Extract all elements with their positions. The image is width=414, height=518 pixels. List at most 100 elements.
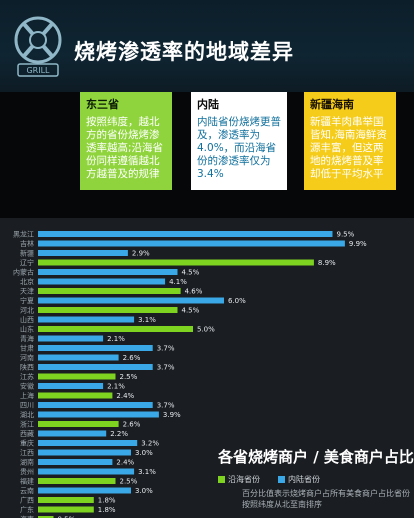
tick-label: 青海	[20, 334, 34, 343]
bar	[38, 354, 119, 361]
tick-label: 陕西	[20, 363, 34, 372]
data-label: 2.1%	[107, 335, 125, 343]
tick-label: 宁夏	[20, 296, 34, 305]
data-label: 0.5%	[58, 516, 76, 518]
bar	[38, 506, 94, 513]
data-label: 3.0%	[135, 449, 153, 457]
bar	[38, 269, 178, 275]
data-label: 2.5%	[120, 373, 138, 381]
bar	[38, 402, 153, 408]
tick-label: 山东	[20, 325, 34, 334]
bar	[38, 383, 104, 389]
legend-note: 百分比值表示烧烤商户占所有美食商户占比省份按照纬度从北至南排序	[242, 489, 410, 509]
page-title: 烧烤渗透率的地域差异	[74, 40, 294, 64]
bar	[38, 430, 107, 437]
tick-label: 江西	[20, 449, 34, 457]
tick-label: 四川	[20, 402, 34, 410]
tick-label: 湖北	[20, 410, 34, 419]
data-label: 2.6%	[123, 354, 141, 362]
bar	[38, 345, 153, 351]
data-label: 3.1%	[138, 316, 156, 324]
tick-label: 海南	[20, 515, 34, 518]
bar	[38, 364, 153, 370]
tick-label: 上海	[20, 391, 34, 400]
tick-label: 云南	[20, 486, 34, 495]
card-xinjiang-hainan: 新疆海南 新疆羊肉串举国皆知,海南海鲜资源丰富，但这两地的烧烤普及率却低于平均水…	[304, 92, 396, 190]
data-label: 3.7%	[157, 345, 175, 353]
data-label: 3.7%	[157, 402, 175, 410]
data-label: 4.1%	[169, 278, 187, 286]
tick-label: 福建	[20, 477, 34, 486]
card-inland: 内陆 内陆省份烧烤更普及，渗透率为4.0%，而沿海省份的渗透率仅为3.4%	[191, 92, 287, 190]
tick-label: 河南	[20, 353, 34, 362]
bar	[38, 240, 345, 247]
data-label: 9.5%	[337, 231, 355, 239]
card-title: 东三省	[86, 98, 119, 111]
bar	[38, 316, 135, 323]
data-label: 2.2%	[110, 430, 128, 438]
bar	[38, 231, 333, 237]
data-label: 8.9%	[318, 259, 336, 267]
card-northeast: 东三省 按照纬度，越北方的省份烧烤渗透率越高;沿海省份同样遵循越北方越普及的规律	[80, 92, 172, 190]
bar	[38, 487, 131, 494]
tick-label: 江苏	[20, 372, 34, 381]
bar	[38, 478, 116, 484]
tick-label: 西藏	[20, 429, 34, 438]
data-label: 2.4%	[116, 392, 134, 400]
tick-label: 浙江	[20, 420, 34, 429]
data-label: 4.5%	[182, 269, 200, 277]
tick-label: 黑龙江	[13, 230, 34, 239]
tick-label: 新疆	[20, 249, 34, 258]
data-label: 3.1%	[138, 468, 156, 476]
tick-label: 北京	[20, 277, 34, 286]
bar	[38, 288, 181, 294]
bar	[38, 468, 135, 475]
card-title: 新疆海南	[310, 98, 354, 111]
data-label: 4.6%	[185, 288, 203, 296]
tick-label: 广西	[20, 496, 34, 505]
data-label: 5.0%	[197, 326, 215, 334]
card-body: 新疆羊肉串举国皆知,海南海鲜资源丰富，但这两地的烧烤普及率却低于平均水平	[310, 116, 387, 180]
bar	[38, 440, 138, 446]
data-label: 6.0%	[228, 297, 246, 305]
tick-label: 内蒙古	[13, 268, 34, 277]
data-label: 3.2%	[141, 440, 159, 448]
card-body: 内陆省份烧烤更普及，渗透率为4.0%，而沿海省份的渗透率仅为3.4%	[197, 116, 281, 180]
bar	[38, 259, 314, 266]
bar	[38, 297, 224, 304]
data-label: 1.8%	[98, 497, 116, 505]
legend-inland-label: 内陆省份	[288, 475, 320, 484]
header: GRILL 烧烤渗透率的地域差异	[0, 0, 414, 92]
data-label: 2.6%	[123, 421, 141, 429]
bar	[38, 449, 131, 456]
tick-label: 甘肃	[20, 344, 34, 353]
bar	[38, 326, 193, 332]
bar	[38, 411, 159, 418]
data-label: 2.1%	[107, 383, 125, 391]
data-label: 3.0%	[135, 487, 153, 495]
tick-label: 天津	[20, 288, 34, 296]
data-label: 2.9%	[132, 250, 150, 258]
bar	[38, 278, 166, 285]
tick-label: 贵州	[20, 467, 34, 476]
tick-label: 吉林	[20, 239, 34, 248]
tick-label: 安徽	[20, 382, 34, 391]
data-label: 9.9%	[349, 240, 367, 248]
data-label: 4.5%	[182, 307, 200, 315]
data-label: 1.8%	[98, 506, 116, 514]
bar	[38, 373, 116, 380]
tick-label: 广东	[20, 505, 34, 514]
bar	[38, 497, 94, 503]
bar	[38, 421, 119, 427]
tick-label: 湖南	[20, 458, 34, 467]
bar	[38, 459, 113, 465]
data-label: 2.4%	[116, 459, 134, 467]
legend-inland: 内陆省份	[278, 474, 320, 485]
tick-label: 山西	[20, 315, 34, 324]
data-label: 3.7%	[157, 364, 175, 372]
legend-inland-swatch	[278, 476, 285, 483]
data-label: 3.9%	[163, 411, 181, 419]
tick-label: 河北	[20, 307, 34, 315]
legend-coastal: 沿海省份	[218, 474, 260, 485]
